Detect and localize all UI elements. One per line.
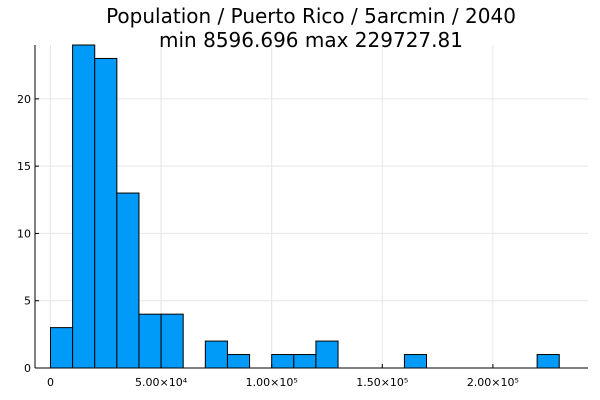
- tick-layer: 0 5.00×10⁴ 1.00×10⁵ 1.50×10⁵ 2.00×10⁵ 0 5 10 15 2…: [17, 93, 519, 389]
- x-tick-label-2: 1.00×10⁵: [246, 376, 298, 389]
- x-tick-label-0: 0: [47, 376, 54, 389]
- histogram-bar-1: [72, 44, 96, 369]
- histogram-bar-3: [116, 192, 140, 369]
- y-tick-label-0: 0: [24, 362, 31, 375]
- chart-title: Population / Puerto Rico / 5arcmin / 204…: [106, 4, 516, 28]
- chart-subtitle: min 8596.696 max 229727.81: [159, 28, 463, 52]
- y-tick-label-3: 15: [17, 160, 31, 173]
- y-tick-label-4: 20: [17, 93, 31, 106]
- histogram-bar-11: [293, 354, 317, 369]
- bar-layer: [49, 44, 560, 369]
- histogram-bar-7: [204, 340, 228, 369]
- y-tick-label-1: 5: [24, 295, 31, 308]
- histogram-bar-22: [536, 354, 560, 369]
- x-tick-label-3: 1.50×10⁵: [356, 376, 408, 389]
- histogram-bar-8: [226, 354, 251, 369]
- histogram-bar-16: [403, 354, 428, 369]
- histogram-bar-5: [160, 313, 184, 369]
- histogram-bar-0: [49, 327, 74, 369]
- histogram-bar-10: [271, 354, 295, 369]
- histogram-bar-4: [138, 313, 162, 369]
- x-tick-label-1: 5.00×10⁴: [135, 376, 188, 389]
- x-tick-label-4: 2.00×10⁵: [467, 376, 519, 389]
- histogram-bar-12: [315, 340, 339, 369]
- histogram-bar-2: [94, 57, 118, 369]
- y-tick-label-2: 10: [17, 227, 31, 240]
